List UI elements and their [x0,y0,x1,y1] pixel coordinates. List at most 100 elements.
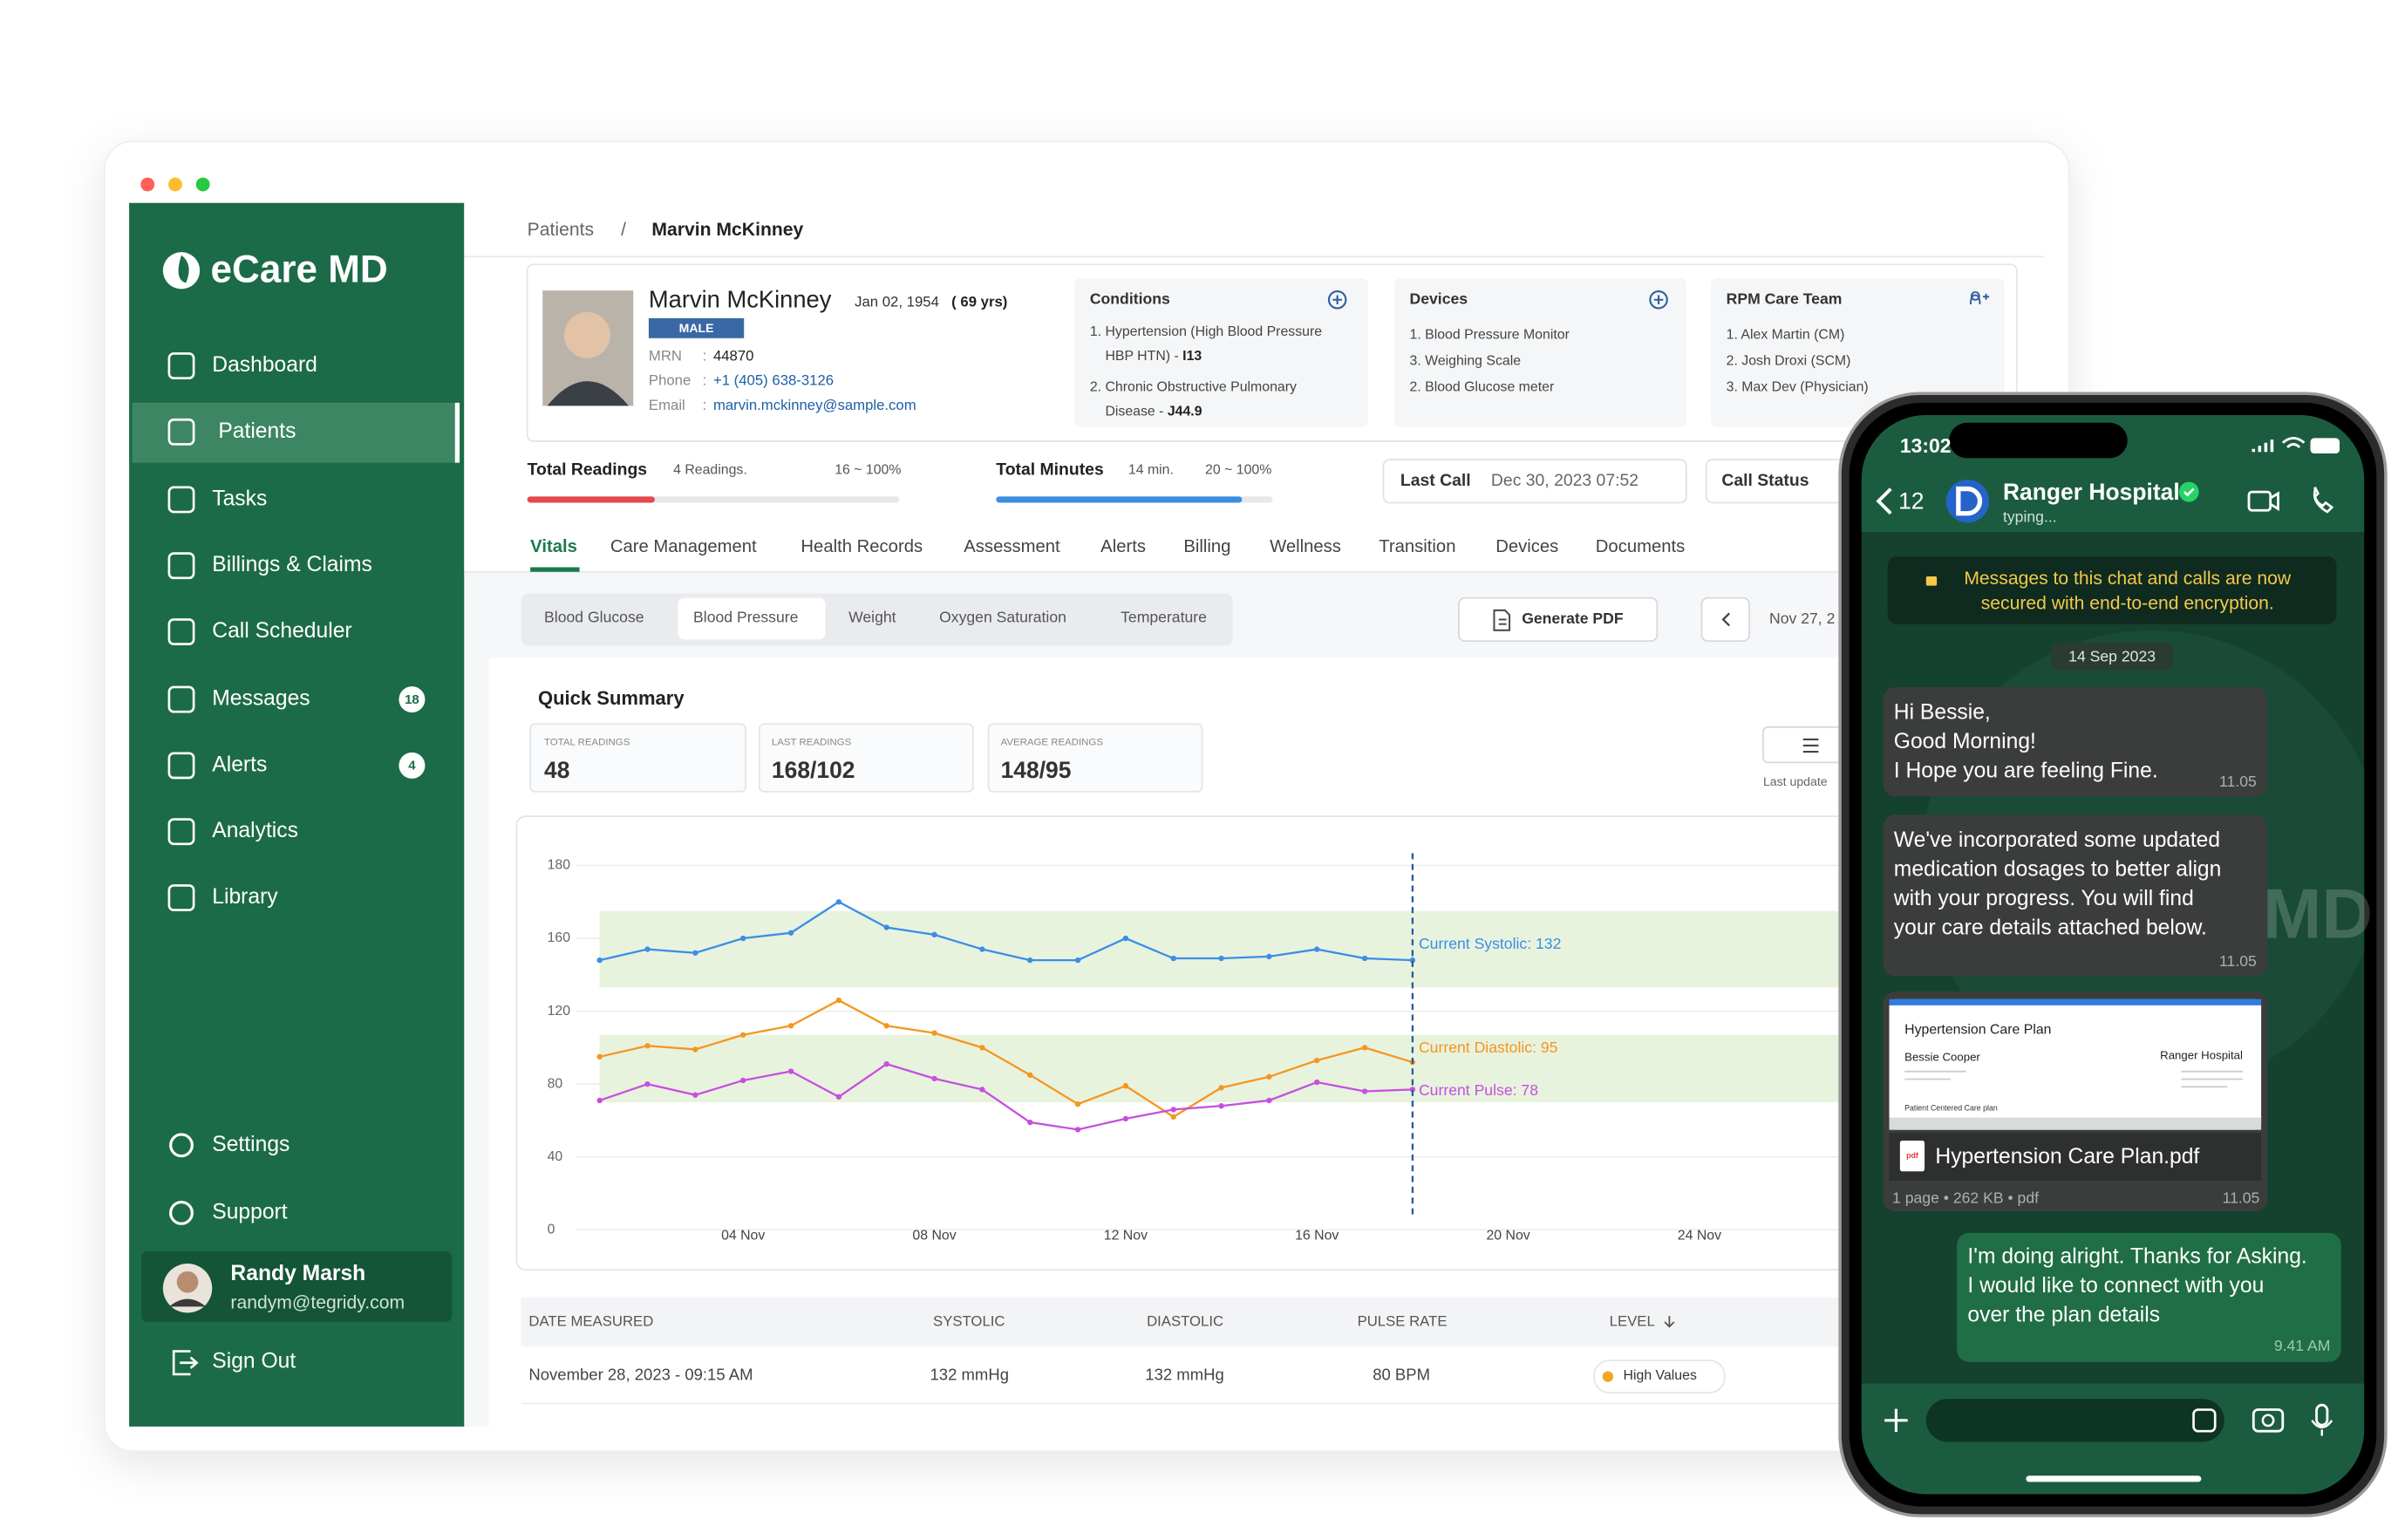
vtab[interactable]: Temperature [1121,608,1207,625]
tab-a[interactable]: Vitals [530,537,577,556]
tab[interactable]: Billing [1183,537,1230,556]
msg: medication dosages to better align [1894,857,2222,881]
sex: MALE [679,321,714,335]
point [740,1032,746,1038]
nav[interactable]: Call Scheduler [212,619,351,643]
vtab[interactable]: Blood Glucose [544,608,644,625]
add-device[interactable] [1649,290,1668,310]
nav-icon [167,884,195,911]
tab[interactable]: Transition [1379,537,1455,556]
filter-icon [1802,738,1819,753]
window-zoom[interactable] [195,177,210,192]
logo-leaf [178,255,189,283]
nav[interactable]: Settings [212,1133,290,1156]
item: 2. Blood Glucose meter [1410,379,1555,394]
nav[interactable]: Tasks [212,487,267,510]
window-minimize[interactable] [168,177,182,192]
user-card[interactable] [141,1250,453,1323]
td: 80 BPM [1373,1366,1430,1384]
item: 1. Hypertension (High Blood Pressure [1090,324,1322,339]
nav[interactable]: Billings & Claims [212,553,372,576]
xtick: 16 Nov [1295,1228,1339,1243]
vtab[interactable]: Weight [848,608,896,625]
lock-icon [1925,576,1938,586]
contact-avatar[interactable] [1945,480,1990,523]
phone-text: 13:02 12 Ranger Hospital typing... Messages … [1892,434,2330,1354]
tab[interactable]: Care Management [610,537,757,556]
message-input[interactable] [1925,1399,2224,1442]
readings-progress [527,496,655,503]
minutes-progress [996,496,1243,503]
outgoing-bubble [1957,1232,2341,1362]
point [931,931,937,938]
tab[interactable]: Health Records [800,537,923,556]
window-close[interactable] [140,177,155,192]
nav[interactable]: Analytics [212,819,298,842]
tab[interactable]: Alerts [1100,537,1146,556]
xtick: 04 Nov [721,1228,765,1243]
lbl: Email [649,397,685,413]
add-team-member[interactable] [1969,290,1990,305]
td: November 28, 2023 - 09:15 AM [528,1366,753,1384]
mtime: 11.05 [2219,773,2257,790]
nav[interactable]: Alerts [212,753,267,776]
last-call-box [1382,459,1687,504]
nav[interactable]: Patients [218,419,296,443]
camera-button[interactable] [2252,1408,2285,1433]
call[interactable]: Last Call [1400,471,1471,490]
sticker-button[interactable] [2192,1408,2217,1433]
nav[interactable]: Messages [212,687,310,711]
video-lens [2269,491,2279,511]
pname: Marvin McKinney [649,286,832,313]
tab[interactable]: Wellness [1270,537,1341,556]
call-v: Dec 30, 2023 07:52 [1491,471,1638,490]
nav[interactable]: Sign Out [212,1349,296,1373]
vtab[interactable]: Blood Pressure [693,608,799,625]
nav[interactable]: Support [212,1200,288,1223]
voice-call[interactable] [2313,487,2334,514]
encryption-notice[interactable] [1887,556,2337,624]
point [787,1023,794,1029]
sort-arrow[interactable] [1664,1315,1675,1328]
vtab[interactable]: Oxygen Saturation [939,608,1066,625]
nav[interactable]: Dashboard [212,353,317,377]
nav-icon [167,618,195,645]
nav[interactable]: Library [212,885,278,909]
btn[interactable]: Generate PDF [1522,610,1624,627]
call[interactable]: Call Status [1721,471,1809,490]
back-chevron[interactable] [1876,487,1892,515]
prev-button[interactable] [1700,596,1750,642]
msg: Good Morning! [1894,730,2036,753]
msg: your care details attached below. [1894,916,2207,939]
chevron-left [1721,612,1730,627]
tab[interactable]: Devices [1495,537,1558,556]
add-condition[interactable] [1327,290,1347,310]
laptop-text: Dashboard Patients Tasks Billings & Claims C… [167,220,1869,1384]
point [596,1053,603,1060]
pback: 12 [1898,487,1924,514]
item: 3. Max Dev (Physician) [1727,379,1869,394]
pdf-preview-band [1889,1117,2262,1130]
enc: Messages to this chat and calls are now [1964,569,2292,589]
video-call[interactable] [2247,490,2272,512]
rtime: 9.41 AM [2274,1337,2331,1354]
pdf-preview-lines [1904,1070,2243,1088]
link: +1 (405) 638-3126 [713,372,834,389]
vtab[interactable]: Nov 27, 2 [1769,610,1835,627]
point [1074,1127,1081,1133]
point [1218,1085,1224,1091]
xtick: 24 Nov [1678,1228,1721,1243]
attach-button[interactable] [1884,1408,1908,1433]
tab[interactable]: Documents [1596,537,1686,556]
mic-button[interactable] [2315,1403,2329,1427]
point [1170,1114,1176,1120]
active-vitals-tab [678,597,826,640]
pdf-preview-header [1889,998,2262,1005]
point [1314,1057,1320,1064]
box-t: Conditions [1090,290,1170,307]
sidebar [129,202,465,1427]
msg: I'm doing alright. Thanks for Asking. [1967,1245,2306,1269]
tab[interactable]: Assessment [964,537,1060,556]
point [835,899,842,905]
series-line [599,900,1413,962]
